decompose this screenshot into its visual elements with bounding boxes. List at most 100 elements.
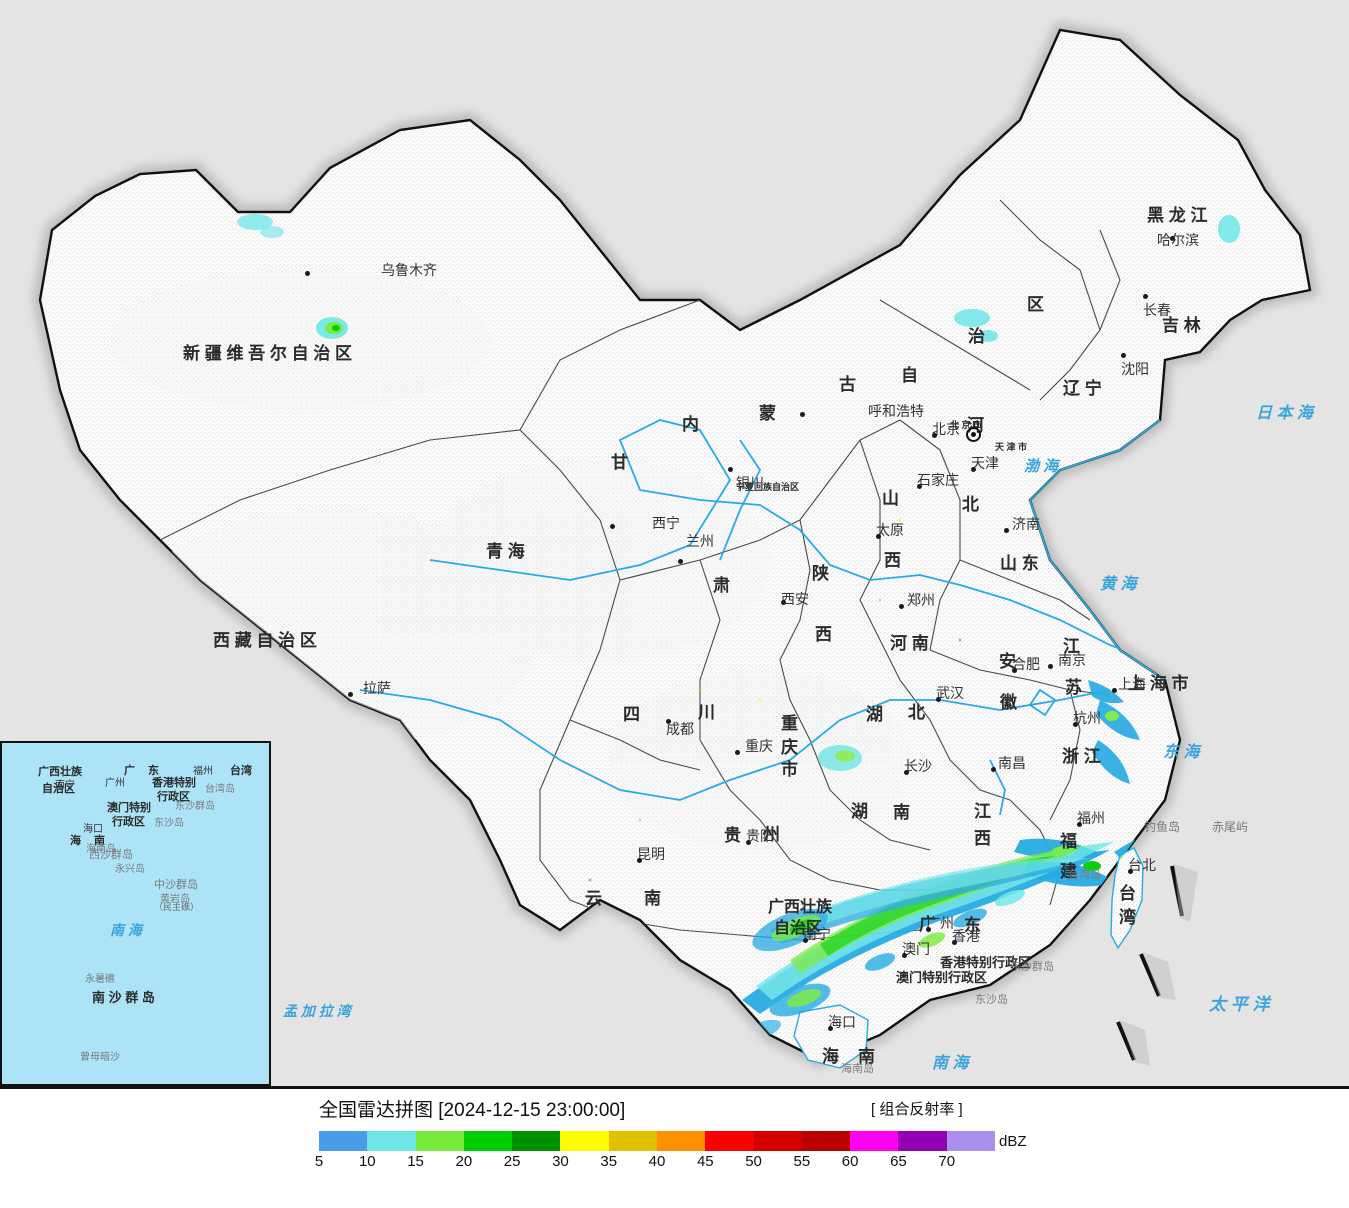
city-dot-5 — [728, 467, 733, 472]
echo-xinjiang — [237, 214, 348, 339]
inset-label-20: 永兴岛 — [115, 864, 145, 875]
colorbar-band-10[interactable] — [801, 1131, 851, 1151]
colorbar-band-13[interactable] — [946, 1131, 995, 1151]
capital-symbol-beijing — [966, 427, 981, 442]
inset-label-4: 南宁 — [55, 780, 75, 791]
dbz-unit-label: dBZ — [999, 1133, 1027, 1150]
dbz-tick-50: 50 — [745, 1153, 762, 1170]
inset-label-24: 南 海 — [110, 922, 142, 938]
city-dot-30 — [828, 1026, 833, 1031]
inset-label-1: 自治区 — [42, 783, 75, 795]
city-dot-33 — [902, 953, 907, 958]
colorbar-band-1[interactable] — [367, 1131, 416, 1151]
city-dot-29 — [1077, 822, 1082, 827]
inset-label-19: 西沙群岛 — [89, 849, 133, 861]
echo-zhejiang — [1088, 680, 1140, 784]
inset-label-10: 行政区 — [112, 816, 145, 828]
city-dot-21 — [1073, 722, 1078, 727]
dbz-tick-60: 60 — [841, 1153, 859, 1170]
inset-label-23: （民主礁） — [154, 902, 200, 912]
colorbar-band-2[interactable] — [415, 1131, 464, 1151]
dbz-tick-10: 10 — [358, 1153, 376, 1170]
colorbar-band-7[interactable] — [656, 1131, 706, 1151]
south-china-sea-inset[interactable]: 广西壮族 自治区广东南宁 广州 福州 香港特别 行政区 澳门特别 行政区 台湾 台湾岛 东沙群岛 东沙… — [0, 741, 271, 1086]
inset-label-16: 海 — [70, 835, 81, 847]
colorbar-band-8[interactable] — [705, 1131, 754, 1151]
city-dot-10 — [735, 750, 740, 755]
inset-label-3: 东 — [148, 765, 159, 777]
city-dot-3 — [800, 412, 805, 417]
colorbar-band-5[interactable] — [560, 1131, 609, 1151]
inset-label-25: 永暑礁 — [85, 974, 115, 985]
inset-label-6: 福州 — [193, 766, 213, 777]
city-dot-15 — [971, 467, 976, 472]
inset-label-22: 黄岩岛 — [160, 894, 190, 905]
city-dot-27 — [803, 938, 808, 943]
city-dot-12 — [876, 534, 881, 539]
legend-footer: 全国雷达拼图 [2024-12-15 23:00:00] [ 组合反射率 ] 5… — [0, 1086, 1349, 1208]
rivers — [359, 419, 1151, 816]
inset-label-17: 南 — [94, 835, 105, 847]
inset-label-0: 广西壮族 — [38, 766, 82, 778]
city-dot-20 — [1112, 688, 1117, 693]
dbz-tick-30: 30 — [552, 1153, 569, 1170]
city-dot-11 — [781, 600, 786, 605]
nine-dash-shadow — [1120, 864, 1198, 1066]
city-dot-2 — [1121, 353, 1126, 358]
inset-label-5: 广州 — [105, 778, 125, 789]
inset-label-18: 海南岛 — [86, 844, 116, 855]
page-title: 全国雷达拼图 [2024-12-15 23:00:00] — [319, 1100, 626, 1121]
city-dot-16 — [1004, 528, 1009, 533]
product-label: [ 组合反射率 ] — [871, 1101, 963, 1118]
city-dot-4 — [305, 271, 310, 276]
hainan-island — [793, 1004, 869, 1069]
china-radar-map[interactable]: 黑 龙 江吉 林辽 宁内蒙古自治区新 疆 维 吾 尔 自 治 区西 藏 自 治 … — [0, 0, 1349, 1086]
inset-label-15: 海口 — [83, 824, 103, 835]
city-dot-32 — [952, 940, 957, 945]
dbz-tick-labels: 5 10 15 20 25 30 35 40 45 50 55 60 65 70 — [309, 1153, 1009, 1175]
echo-south-china-band — [742, 842, 1114, 1041]
dbz-tick-65: 65 — [890, 1153, 907, 1170]
colorbar-band-4[interactable] — [512, 1131, 561, 1151]
dbz-tick-25: 25 — [503, 1153, 521, 1170]
dbz-tick-5: 5 — [314, 1153, 324, 1170]
dbz-tick-35: 35 — [600, 1153, 618, 1170]
colorbar-band-11[interactable] — [850, 1131, 899, 1151]
city-dot-0 — [1170, 236, 1175, 241]
inset-label-12: 台湾岛 — [205, 784, 235, 795]
nine-dash-line — [1116, 865, 1184, 1061]
legend-block: 全国雷达拼图 [2024-12-15 23:00:00] [ 组合反射率 ] 5… — [309, 1089, 1049, 1208]
inset-label-11: 台湾 — [230, 765, 252, 777]
inset-label-14: 东沙岛 — [154, 818, 184, 829]
city-dot-28 — [926, 927, 931, 932]
city-dot-6 — [610, 524, 615, 529]
colorbar-band-12[interactable] — [898, 1131, 947, 1151]
city-dot-7 — [678, 559, 683, 564]
city-dot-26 — [637, 858, 642, 863]
city-dot-22 — [936, 697, 941, 702]
dbz-colorbar[interactable] — [319, 1131, 995, 1151]
city-dot-23 — [904, 770, 909, 775]
colorbar-band-6[interactable] — [608, 1131, 657, 1151]
dbz-tick-15: 15 — [407, 1153, 424, 1170]
dbz-tick-55: 55 — [793, 1153, 811, 1170]
inset-label-9: 澳门特别 — [107, 802, 151, 814]
colorbar-band-0[interactable] — [319, 1131, 368, 1151]
taiwan-island — [1110, 847, 1144, 950]
colorbar-band-9[interactable] — [753, 1131, 802, 1151]
colorbar-band-3[interactable] — [463, 1131, 513, 1151]
city-dot-8 — [348, 692, 353, 697]
inset-label-2: 广 — [124, 765, 135, 777]
inset-label-13: 东沙群岛 — [175, 801, 215, 812]
terrain-shading — [110, 270, 910, 850]
city-dot-19 — [1048, 664, 1053, 669]
echo-central — [818, 745, 862, 771]
inset-label-8: 行政区 — [157, 791, 190, 803]
city-dot-17 — [899, 604, 904, 609]
city-dot-18 — [1012, 668, 1017, 673]
echo-speckle — [588, 518, 1032, 882]
dbz-tick-40: 40 — [648, 1153, 666, 1170]
city-dot-25 — [746, 840, 751, 845]
inset-label-26: 南 沙 群 岛 — [92, 990, 155, 1005]
